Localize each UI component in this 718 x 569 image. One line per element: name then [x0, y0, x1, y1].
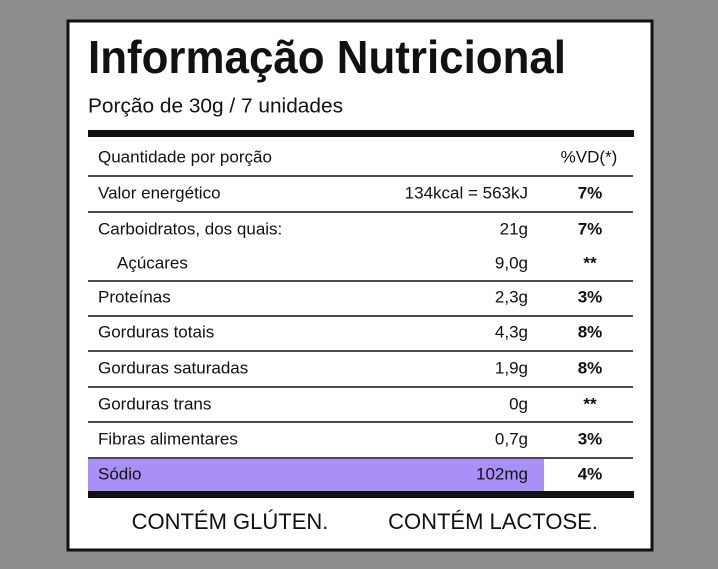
daily-value: 7% [578, 219, 603, 238]
daily-value: 4% [578, 464, 603, 483]
amount: 134kcal = 563kJ [405, 183, 528, 202]
nutrient-name: Fibras alimentares [98, 429, 238, 448]
nutrient-name: Proteínas [98, 287, 171, 306]
thick-rule [88, 491, 634, 498]
daily-value: 3% [578, 429, 603, 448]
amount: 102mg [476, 464, 528, 483]
daily-value: 7% [578, 183, 603, 202]
daily-value: 8% [578, 358, 603, 377]
daily-value: ** [583, 394, 597, 413]
footer-note: CONTÉM LACTOSE. [388, 509, 598, 534]
table: Quantidade por porção %VD(*) Valor energét… [88, 147, 633, 483]
amount: 2,3g [495, 287, 528, 306]
title: Informação Nutricional [88, 31, 566, 83]
amount: 9,0g [495, 253, 528, 272]
daily-value: 3% [578, 287, 603, 306]
nutrient-name: Gorduras totais [98, 322, 214, 341]
amount: 4,3g [495, 322, 528, 341]
highlight [88, 459, 544, 491]
amount: 0g [509, 394, 528, 413]
amount: 1,9g [495, 358, 528, 377]
nutrient-name: Gorduras saturadas [98, 358, 248, 377]
footer-note: CONTÉM GLÚTEN. [132, 509, 329, 534]
serving: Porção de 30g / 7 unidades [88, 95, 343, 117]
daily-value: 8% [578, 322, 603, 341]
nutrient-name: Carboidratos, dos quais: [98, 219, 282, 238]
nutrient-name: Gorduras trans [98, 394, 211, 413]
nutrient-name: Sódio [98, 464, 141, 483]
daily-value: ** [583, 253, 597, 272]
thick-rule [88, 130, 634, 137]
amount: 0,7g [495, 429, 528, 448]
header-cell: %VD(*) [561, 147, 618, 166]
header-cell: Quantidade por porção [98, 147, 272, 166]
amount: 21g [500, 219, 528, 238]
nutrient-name: Valor energético [98, 183, 221, 202]
nutrient-name: Açúcares [117, 253, 188, 272]
